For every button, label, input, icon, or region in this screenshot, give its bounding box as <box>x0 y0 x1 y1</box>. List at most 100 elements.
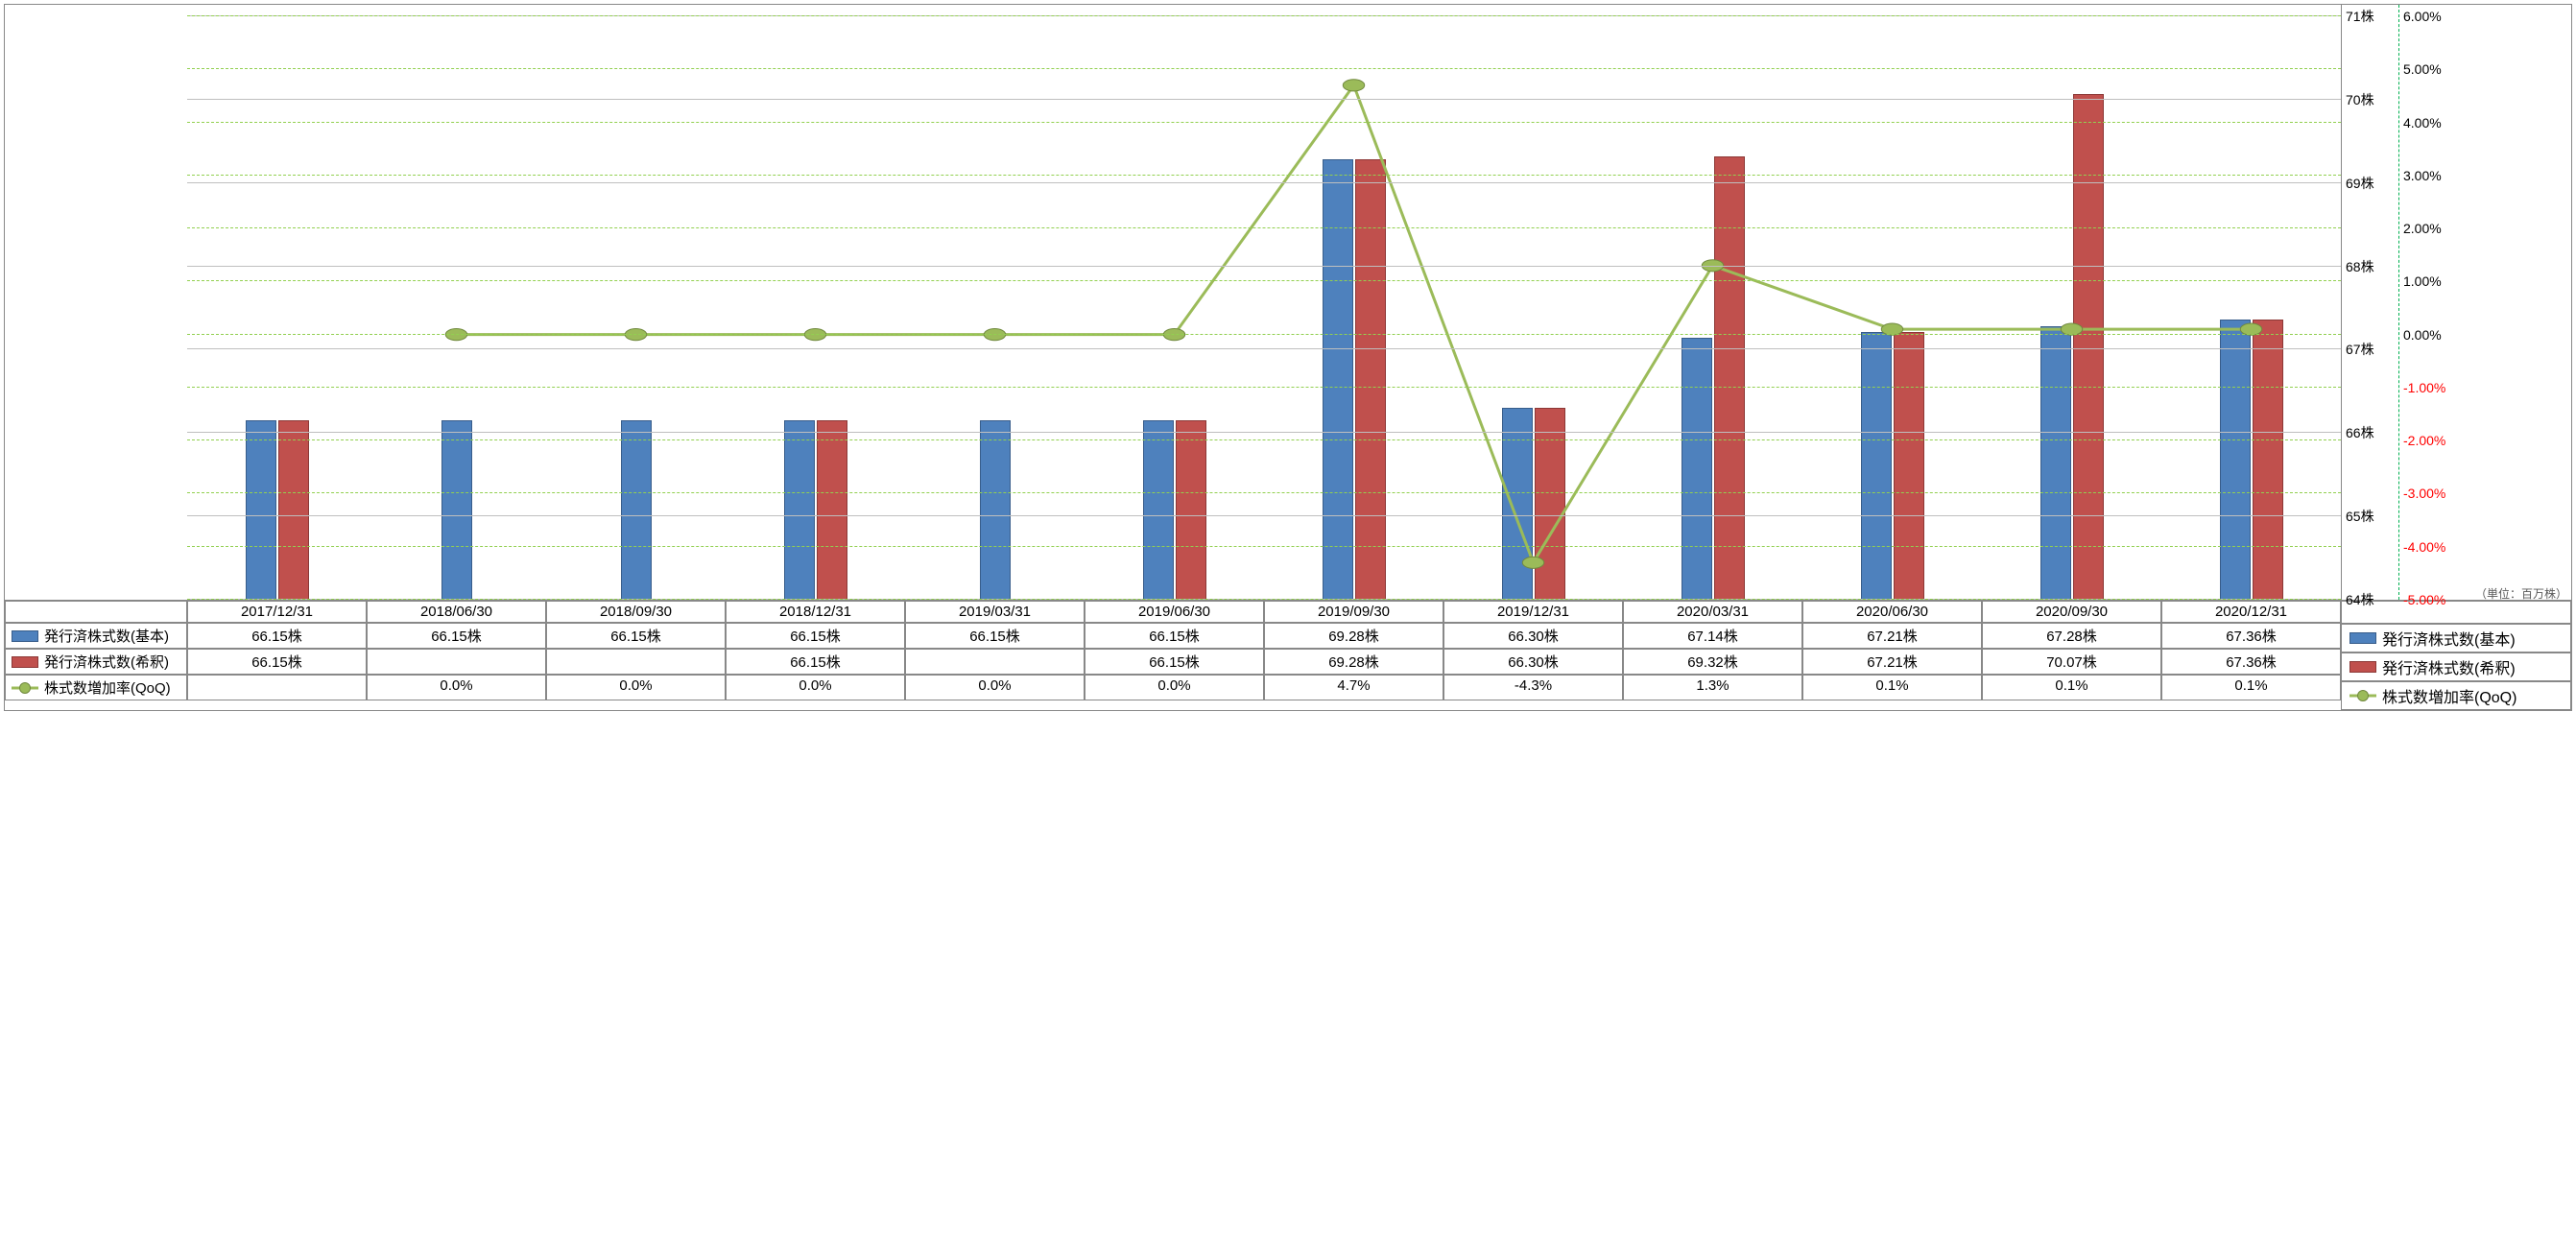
right-legend: 発行済株式数(基本)発行済株式数(希釈)株式数増加率(QoQ) <box>2341 600 2571 710</box>
period-col <box>1802 16 1982 600</box>
gridline-minor <box>187 68 2341 69</box>
period-col <box>367 16 546 600</box>
y-tick-percent: 4.00% <box>2403 115 2442 131</box>
bar-diluted <box>817 420 847 600</box>
cell-diluted: 69.28株 <box>1264 649 1443 675</box>
y-tick-percent: 6.00% <box>2403 9 2442 24</box>
gridline-major <box>187 348 2341 349</box>
row-head-qoq: 株式数増加率(QoQ) <box>5 675 187 700</box>
period-col <box>2161 16 2341 600</box>
period-header: 2020/12/31 <box>2161 601 2341 623</box>
gridline-major <box>187 182 2341 183</box>
gridline-minor <box>187 334 2341 335</box>
period-col <box>187 16 367 600</box>
legend-label: 発行済株式数(希釈) <box>2382 655 2516 678</box>
period-header: 2018/12/31 <box>726 601 905 623</box>
period-col <box>905 16 1085 600</box>
cell-diluted: 70.07株 <box>1982 649 2161 675</box>
cell-diluted: 67.21株 <box>1802 649 1982 675</box>
bar-basic <box>246 420 276 600</box>
cell-qoq: -4.3% <box>1443 675 1623 700</box>
gridline-minor <box>187 546 2341 547</box>
gridline-minor <box>187 15 2341 16</box>
plot-region <box>187 5 2341 600</box>
cell-diluted <box>905 649 1085 675</box>
period-header: 2019/06/30 <box>1085 601 1264 623</box>
cell-qoq: 0.0% <box>726 675 905 700</box>
gridline-minor <box>187 599 2341 600</box>
bar-basic <box>621 420 652 600</box>
cell-diluted: 66.15株 <box>1085 649 1264 675</box>
y-tick-percent: -1.00% <box>2403 380 2445 395</box>
bar-basic <box>980 420 1011 600</box>
table-corner <box>5 601 187 623</box>
legend-swatch-red <box>12 656 38 668</box>
y-tick-shares: 65株 <box>2346 507 2374 526</box>
y-tick-percent: 1.00% <box>2403 273 2442 289</box>
bar-diluted <box>1535 408 1565 600</box>
cell-basic: 66.15株 <box>546 623 726 649</box>
cell-qoq: 0.1% <box>1982 675 2161 700</box>
bar-diluted <box>278 420 309 600</box>
chart-container: 2017/12/312018/06/302018/09/302018/12/31… <box>4 4 2572 711</box>
bar-basic <box>1143 420 1174 600</box>
bar-diluted <box>1355 159 1386 600</box>
cell-basic: 66.15株 <box>367 623 546 649</box>
period-header: 2019/03/31 <box>905 601 1085 623</box>
cell-diluted: 66.15株 <box>187 649 367 675</box>
y-tick-shares: 68株 <box>2346 257 2374 276</box>
legend-swatch-red <box>2349 661 2376 673</box>
legend-label: 発行済株式数(基本) <box>44 626 169 646</box>
y-tick-shares: 67株 <box>2346 340 2374 359</box>
y-tick-shares: 70株 <box>2346 90 2374 109</box>
period-col <box>1982 16 2161 600</box>
legend-spacer <box>2341 601 2571 624</box>
cell-basic: 66.15株 <box>1085 623 1264 649</box>
bars-layer <box>187 16 2341 600</box>
legend-swatch-line <box>12 680 38 696</box>
period-header: 2018/09/30 <box>546 601 726 623</box>
gridline-minor <box>187 492 2341 493</box>
period-header: 2019/09/30 <box>1264 601 1443 623</box>
gridline-minor <box>187 227 2341 228</box>
gridline-minor <box>187 122 2341 123</box>
y-tick-shares: 69株 <box>2346 174 2374 193</box>
bar-basic <box>2040 326 2071 600</box>
cell-diluted: 69.32株 <box>1623 649 1802 675</box>
bar-basic <box>1502 408 1533 600</box>
legend-label: 株式数増加率(QoQ) <box>44 677 171 698</box>
gridline-major <box>187 432 2341 433</box>
period-header: 2020/03/31 <box>1623 601 1802 623</box>
gridline-minor <box>187 280 2341 281</box>
y-axis-shares: 64株65株66株67株68株69株70株71株 <box>2341 5 2398 600</box>
bar-diluted <box>1714 156 1745 600</box>
right-axes-legend: 64株65株66株67株68株69株70株71株 （単位：百万株） 6.00%5… <box>2341 5 2571 710</box>
legend-label: 発行済株式数(基本) <box>2382 627 2516 650</box>
gridline-minor <box>187 387 2341 388</box>
cell-basic: 66.15株 <box>187 623 367 649</box>
y-tick-percent: 0.00% <box>2403 327 2442 343</box>
cell-basic: 67.14株 <box>1623 623 1802 649</box>
gridline-major <box>187 266 2341 267</box>
bar-basic <box>2220 320 2251 600</box>
period-header: 2020/09/30 <box>1982 601 2161 623</box>
cell-diluted: 67.36株 <box>2161 649 2341 675</box>
data-table: 2017/12/312018/06/302018/09/302018/12/31… <box>5 600 2341 700</box>
cell-qoq: 1.3% <box>1623 675 1802 700</box>
unit-label: （単位：百万株） <box>2475 585 2567 602</box>
bar-basic <box>1682 338 1712 600</box>
cell-qoq: 4.7% <box>1264 675 1443 700</box>
legend-right-diluted: 発行済株式数(希釈) <box>2341 653 2571 681</box>
cell-qoq: 0.0% <box>367 675 546 700</box>
cell-basic: 67.28株 <box>1982 623 2161 649</box>
y-tick-shares: 64株 <box>2346 590 2374 609</box>
period-col <box>726 16 905 600</box>
period-col <box>1443 16 1623 600</box>
cell-basic: 66.15株 <box>726 623 905 649</box>
cell-diluted: 66.15株 <box>726 649 905 675</box>
cell-qoq: 0.0% <box>905 675 1085 700</box>
row-head-diluted: 発行済株式数(希釈) <box>5 649 187 675</box>
axes-row: 64株65株66株67株68株69株70株71株 （単位：百万株） 6.00%5… <box>2341 5 2571 600</box>
legend-swatch-blue <box>12 630 38 642</box>
period-header: 2019/12/31 <box>1443 601 1623 623</box>
